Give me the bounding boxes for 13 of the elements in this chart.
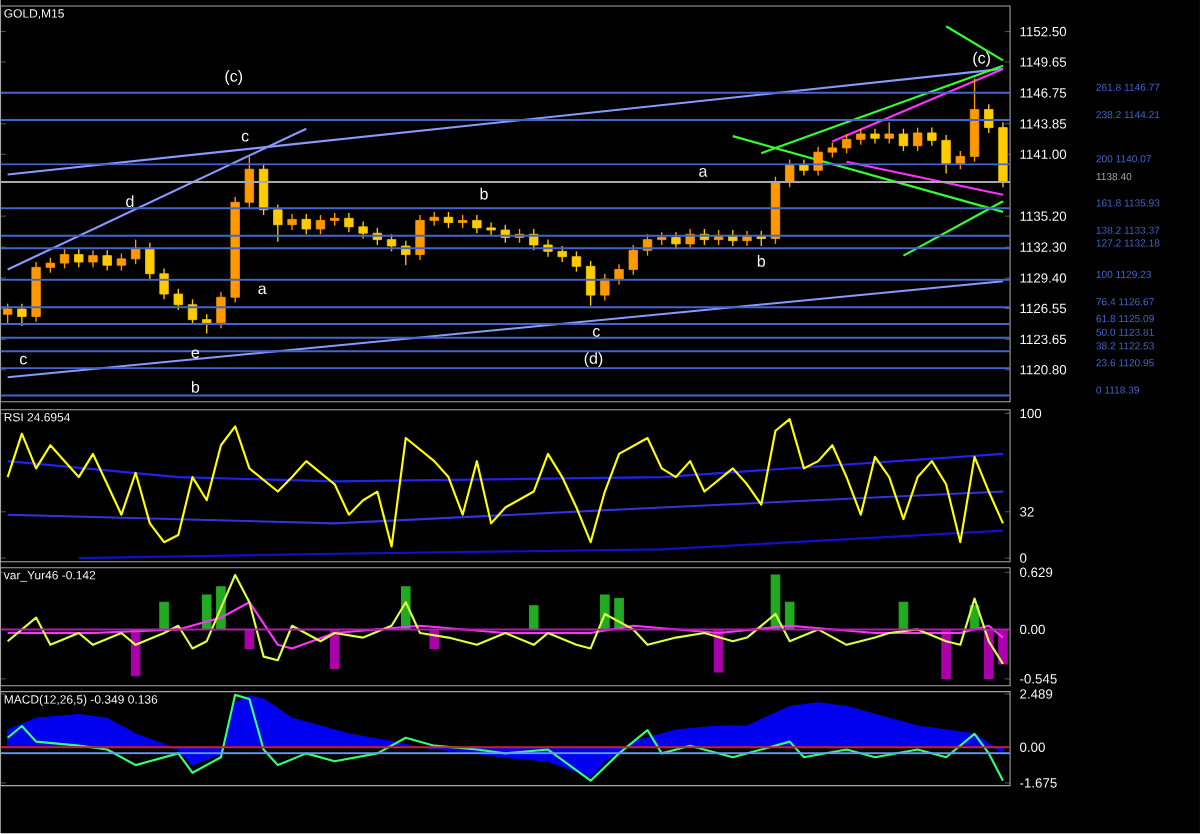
annotation: c xyxy=(592,328,600,338)
annotation: (d) xyxy=(584,352,603,368)
annotation: c xyxy=(241,133,249,142)
annotation: a xyxy=(258,285,267,295)
annotation: (c) xyxy=(973,52,990,67)
annotation: b xyxy=(757,255,766,268)
annotation: d xyxy=(126,195,134,208)
annotation: b xyxy=(191,381,200,393)
annotation: e xyxy=(191,349,200,359)
annotation: b xyxy=(480,188,488,200)
annotation: c xyxy=(19,355,27,365)
annotation: a xyxy=(699,168,708,177)
annotation: (c) xyxy=(225,70,243,86)
